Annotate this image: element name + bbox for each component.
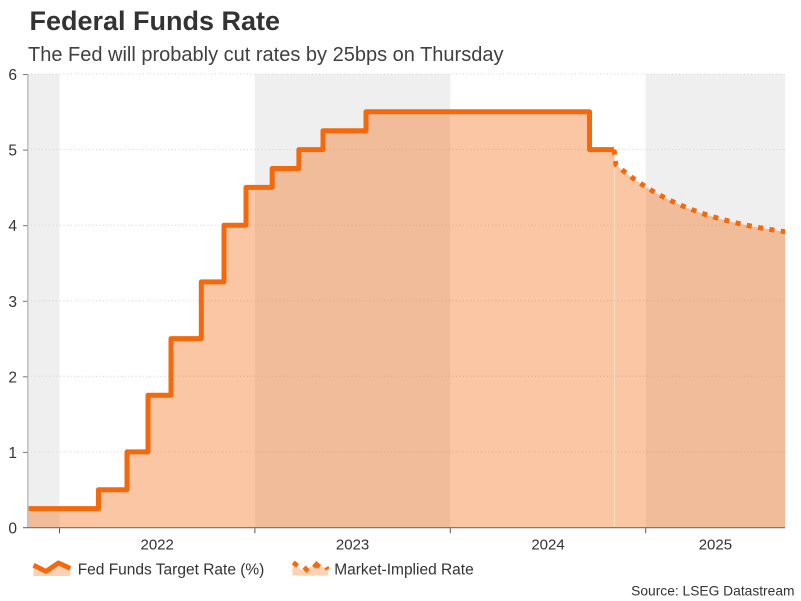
svg-text:Fed Funds Target Rate (%): Fed Funds Target Rate (%): [78, 561, 265, 578]
svg-text:0: 0: [8, 521, 17, 538]
svg-text:2025: 2025: [699, 537, 732, 554]
svg-text:The Fed will probably cut rate: The Fed will probably cut rates by 25bps…: [28, 44, 503, 66]
svg-text:Source: LSEG Datastream: Source: LSEG Datastream: [631, 583, 794, 598]
svg-text:2: 2: [8, 369, 17, 386]
svg-text:3: 3: [8, 294, 17, 311]
svg-text:Federal Funds Rate: Federal Funds Rate: [30, 6, 281, 36]
svg-text:2022: 2022: [141, 537, 174, 554]
svg-text:6: 6: [8, 67, 17, 84]
svg-text:1: 1: [8, 445, 17, 462]
svg-text:5: 5: [8, 143, 17, 160]
svg-text:4: 4: [8, 218, 17, 235]
svg-text:Market-Implied Rate: Market-Implied Rate: [334, 561, 474, 578]
svg-text:2024: 2024: [531, 537, 564, 554]
svg-text:2023: 2023: [336, 537, 369, 554]
